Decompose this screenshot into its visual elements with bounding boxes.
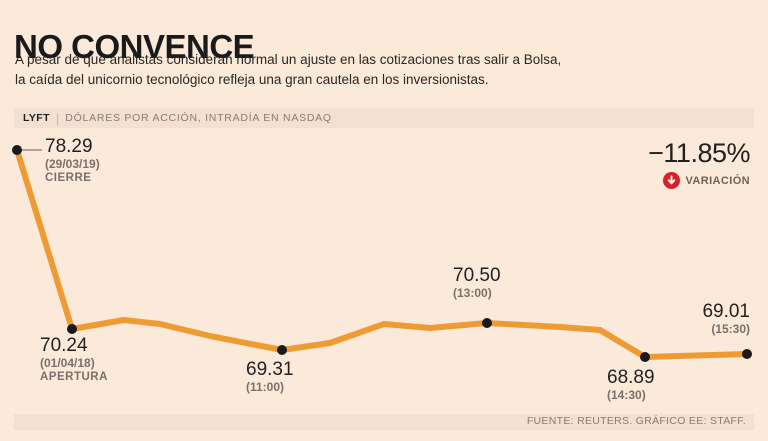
- label-1100-value: 69.31: [246, 359, 294, 380]
- data-point-1530: [742, 349, 752, 359]
- data-point-1430: [640, 352, 650, 362]
- label-open-value: 70.24: [40, 335, 88, 356]
- label-1300-value: 70.50: [453, 265, 501, 286]
- label-1100: 69.31 (11:00): [246, 360, 294, 394]
- data-point-close: [12, 145, 22, 155]
- variation-label: VARIACIÓN: [685, 174, 750, 187]
- ticker-band: LYFT | DÓLARES POR ACCIÓN, INTRADÍA EN N…: [14, 108, 754, 128]
- page-title: NO CONVENCE: [14, 28, 255, 66]
- label-1530-time: (15:30): [711, 321, 750, 336]
- data-point-open: [67, 324, 77, 334]
- line-chart: 78.29 (29/03/19) CIERRE 70.24 (01/04/18)…: [0, 128, 768, 413]
- deck-text: A pesar de que analistas consideran norm…: [15, 50, 715, 89]
- ticker-symbol: LYFT: [23, 112, 50, 124]
- label-1530: 69.01 (15:30): [702, 302, 750, 336]
- label-open: 70.24 (01/04/18) APERTURA: [40, 336, 108, 385]
- chart-svg: [12, 145, 752, 362]
- source-credit: FUENTE: REUTERS. GRÁFICO EE: STAFF.: [526, 415, 746, 427]
- label-1300-time: (13:00): [453, 285, 492, 300]
- label-1530-value: 69.01: [702, 301, 750, 322]
- variation-percent: −11.85%: [648, 138, 750, 168]
- band-separator: |: [55, 110, 60, 126]
- footer-band: [14, 414, 754, 430]
- deck-line-1: A pesar de que analistas consideran norm…: [15, 52, 562, 67]
- variation-block: −11.85% VARIACIÓN: [648, 140, 750, 189]
- label-1430: 68.89 (14:30): [607, 368, 655, 402]
- label-1300: 70.50 (13:00): [453, 266, 501, 300]
- band-subtitle: DÓLARES POR ACCIÓN, INTRADÍA EN NASDAQ: [65, 112, 332, 124]
- data-point-1100: [277, 345, 287, 355]
- label-open-note: APERTURA: [40, 371, 108, 384]
- arrow-down-icon: [663, 172, 681, 189]
- label-close-value: 78.29: [45, 136, 93, 157]
- deck-line-2: la caída del unicornio tecnológico refle…: [15, 71, 489, 87]
- label-1430-value: 68.89: [607, 367, 655, 388]
- label-1430-time: (14:30): [607, 387, 646, 402]
- label-close: 78.29 (29/03/19) CIERRE: [45, 137, 100, 186]
- label-close-note: CIERRE: [45, 172, 92, 185]
- label-close-time: (29/03/19): [45, 156, 100, 171]
- data-point-1300: [482, 318, 492, 328]
- price-line: [14, 147, 750, 360]
- variation-row: VARIACIÓN: [648, 172, 750, 189]
- label-1100-time: (11:00): [246, 379, 285, 394]
- label-open-time: (01/04/18): [40, 355, 95, 370]
